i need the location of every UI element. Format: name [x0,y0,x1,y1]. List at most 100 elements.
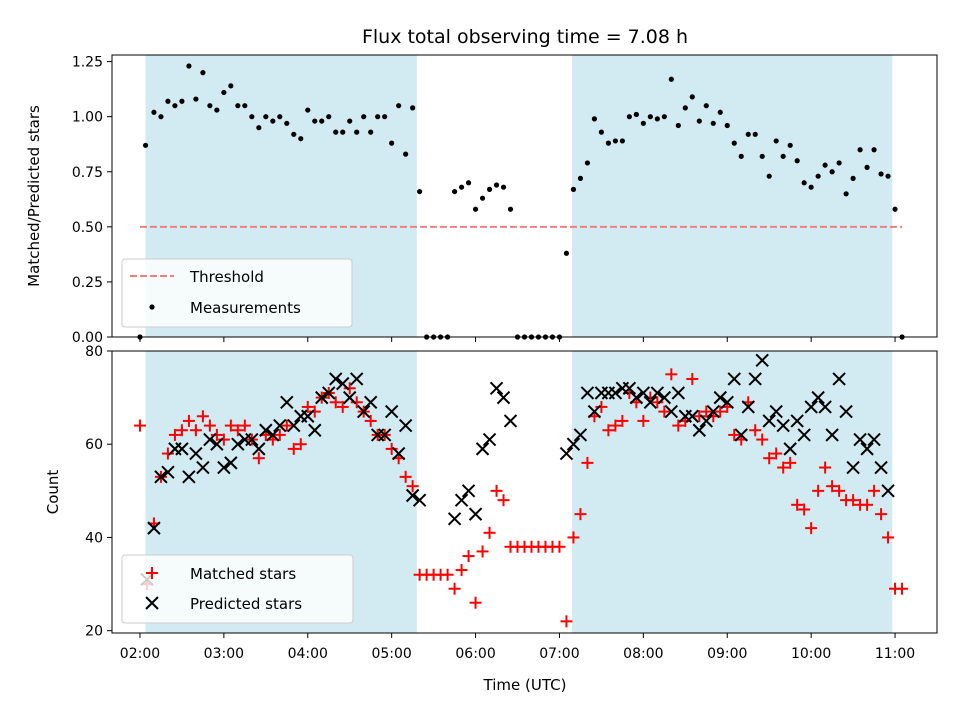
predicted-star-marker [147,521,161,535]
matched-star-marker [497,494,510,507]
matched-star-marker [231,424,244,437]
measurement-point [396,103,402,109]
matched-star-marker [406,480,419,493]
predicted-star-marker [315,390,329,405]
matched-star-marker [805,522,818,535]
predicted-star-marker [461,484,476,498]
measurement-point [458,184,465,190]
predicted-star-marker [377,428,392,442]
predicted-star-marker [580,386,595,400]
matched-star-marker [861,498,874,511]
measurement-point [179,98,185,104]
measurement-point [563,250,570,256]
matched-star-marker [161,447,174,460]
predicted-star-marker [671,386,686,400]
measurement-point [151,109,157,115]
predicted-star-marker [343,390,357,405]
measurement-point [773,138,779,144]
measurement-point [752,131,758,137]
measurement-point [403,151,409,157]
measurement-point [368,129,374,135]
matched-star-marker [658,405,671,418]
measurement-point [787,142,793,148]
measurement-point [417,188,423,195]
legend-matched-label: Matched stars [190,565,296,583]
matched-star-marker [462,550,475,563]
measurement-point [850,175,856,181]
measurement-point [591,116,598,122]
predicted-star-marker [853,432,867,447]
matched-star-marker [203,419,216,432]
predicted-star-marker [839,404,853,419]
predicted-star-marker [587,404,602,419]
predicted-star-marker [818,400,832,414]
predicted-star-marker [308,423,322,437]
matched-star-marker [350,396,363,409]
legend-matched-swatch [146,567,158,579]
bottom-y-ticks: 20 40 60 80 [85,344,112,640]
y-tick-label: 0.25 [72,275,103,291]
legend-measurements-swatch [149,304,155,310]
predicted-star-marker [713,390,727,405]
matched-star-marker [567,531,580,544]
measurement-point [829,169,835,175]
measurement-point [284,120,290,126]
predicted-star-marker [336,376,350,391]
predicted-star-marker [692,423,706,437]
measurement-points [137,63,905,340]
predicted-star-marker [755,353,769,368]
matched-star-marker [301,400,314,413]
measurement-point [864,164,870,170]
measurement-point [766,173,772,179]
predicted-star-marker [629,390,644,405]
x-tick-label: 09:00 [707,646,747,662]
predicted-star-marker [356,404,371,419]
predicted-star-marker [503,414,518,428]
x-tick-label: 03:00 [204,646,244,662]
predicted-star-marker [664,404,679,419]
matched-star-marker [553,540,566,553]
measurement-point [801,180,807,186]
measurement-point [298,136,304,142]
measurement-point [717,109,723,115]
measurement-point [165,98,171,104]
matched-star-marker [175,424,188,437]
measurement-point [612,138,618,144]
matched-star-marker [609,419,622,432]
matched-star-marker [616,414,629,427]
predicted-star-marker [657,390,672,405]
matched-star-marker [791,498,804,511]
measurement-point [193,96,199,102]
measurement-point [158,114,164,120]
predicted-star-marker [475,442,490,456]
predicted-star-marker [699,414,713,428]
matched-star-marker [364,414,377,427]
predicted-star-marker [273,418,287,433]
matched-star-marker [637,414,650,427]
measurement-point [892,206,898,212]
measurement-point [389,140,395,146]
predicted-star-marker [245,432,259,447]
predicted-star-marker [482,432,497,447]
predicted-star-marker [496,390,511,405]
matched-star-marker [756,433,769,446]
measurement-point [142,142,149,148]
predicted-star-marker [154,470,168,484]
x-tick-label: 08:00 [623,646,663,662]
measurement-point [640,120,646,126]
top-shaded-intervals [145,55,893,337]
measurement-point [843,191,849,197]
measurement-point [696,118,702,124]
matched-star-marker [686,372,699,385]
y-tick-label: 20 [85,624,103,640]
measurement-point [347,118,353,124]
matched-stars-points [133,368,909,628]
x-tick-label: 04:00 [288,646,328,662]
matched-star-marker [308,405,321,418]
matched-star-marker [133,419,146,432]
measurement-point [340,129,346,135]
matched-star-marker [714,405,727,418]
measurement-point [724,122,730,129]
matched-star-marker [224,419,237,432]
matched-star-marker [280,419,293,432]
